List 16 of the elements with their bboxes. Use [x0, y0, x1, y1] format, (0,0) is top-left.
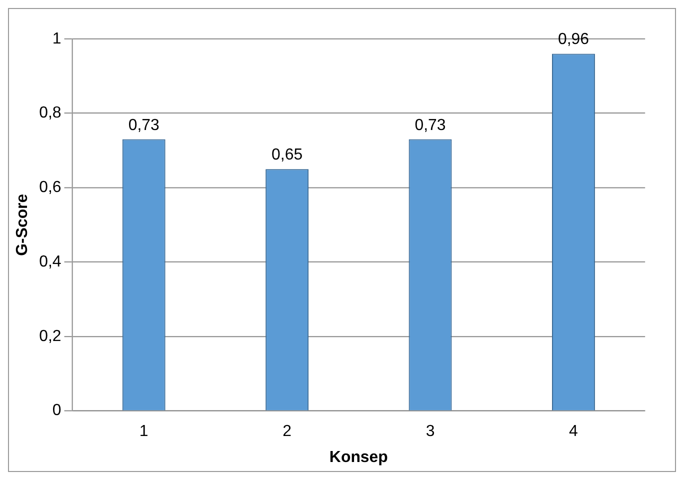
y-tick-label: 1 — [52, 30, 62, 48]
x-tick-label: 3 — [426, 422, 435, 440]
x-tick-label: 1 — [139, 422, 148, 440]
x-axis-title: Konsep — [329, 448, 388, 466]
y-tick-label: 0,4 — [39, 253, 62, 270]
x-tick-label: 2 — [282, 422, 292, 440]
y-tick-label: 0,2 — [39, 328, 62, 345]
data-label: 0,73 — [128, 116, 160, 134]
y-tick-label: 0,6 — [39, 179, 62, 196]
data-label: 0,65 — [272, 146, 303, 164]
y-tick-label: 0,8 — [39, 104, 62, 122]
y-tick-label: 0 — [52, 402, 62, 420]
data-label: 0,96 — [558, 31, 590, 48]
y-axis-title: G-Score — [14, 194, 31, 256]
x-tick-label: 4 — [569, 422, 578, 440]
data-label: 0,73 — [414, 116, 446, 134]
